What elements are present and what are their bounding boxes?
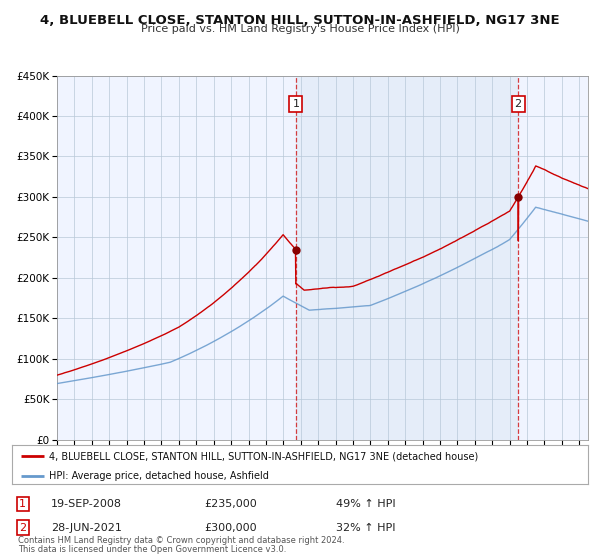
- Text: £300,000: £300,000: [204, 522, 257, 533]
- Text: 19-SEP-2008: 19-SEP-2008: [51, 499, 122, 509]
- Text: This data is licensed under the Open Government Licence v3.0.: This data is licensed under the Open Gov…: [18, 545, 286, 554]
- Text: 32% ↑ HPI: 32% ↑ HPI: [336, 522, 395, 533]
- Text: HPI: Average price, detached house, Ashfield: HPI: Average price, detached house, Ashf…: [49, 471, 269, 481]
- Text: £235,000: £235,000: [204, 499, 257, 509]
- Bar: [296, 76, 518, 440]
- Text: 1: 1: [292, 99, 299, 109]
- Text: 4, BLUEBELL CLOSE, STANTON HILL, SUTTON-IN-ASHFIELD, NG17 3NE: 4, BLUEBELL CLOSE, STANTON HILL, SUTTON-…: [40, 14, 560, 27]
- Text: 2: 2: [515, 99, 522, 109]
- Text: 49% ↑ HPI: 49% ↑ HPI: [336, 499, 395, 509]
- Text: Contains HM Land Registry data © Crown copyright and database right 2024.: Contains HM Land Registry data © Crown c…: [18, 536, 344, 545]
- Text: 2: 2: [19, 522, 26, 533]
- Text: Price paid vs. HM Land Registry's House Price Index (HPI): Price paid vs. HM Land Registry's House …: [140, 24, 460, 34]
- Text: 1: 1: [19, 499, 26, 509]
- Text: 28-JUN-2021: 28-JUN-2021: [51, 522, 122, 533]
- Text: 4, BLUEBELL CLOSE, STANTON HILL, SUTTON-IN-ASHFIELD, NG17 3NE (detached house): 4, BLUEBELL CLOSE, STANTON HILL, SUTTON-…: [49, 451, 479, 461]
